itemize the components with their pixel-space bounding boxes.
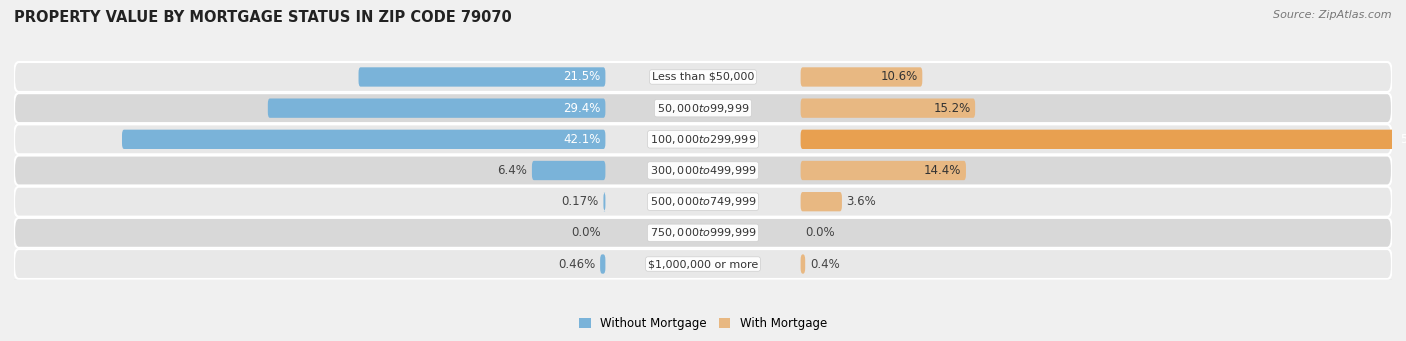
FancyBboxPatch shape — [14, 155, 1392, 186]
Text: 29.4%: 29.4% — [564, 102, 600, 115]
Text: 21.5%: 21.5% — [564, 71, 600, 84]
Text: 0.46%: 0.46% — [558, 257, 596, 270]
Text: 14.4%: 14.4% — [924, 164, 962, 177]
FancyBboxPatch shape — [267, 99, 606, 118]
Text: 42.1%: 42.1% — [564, 133, 600, 146]
FancyBboxPatch shape — [800, 254, 806, 274]
Legend: Without Mortgage, With Mortgage: Without Mortgage, With Mortgage — [574, 312, 832, 335]
Text: Less than $50,000: Less than $50,000 — [652, 72, 754, 82]
FancyBboxPatch shape — [14, 124, 1392, 154]
FancyBboxPatch shape — [800, 161, 966, 180]
FancyBboxPatch shape — [14, 218, 1392, 248]
Text: $500,000 to $749,999: $500,000 to $749,999 — [650, 195, 756, 208]
Text: 3.6%: 3.6% — [846, 195, 876, 208]
Text: 15.2%: 15.2% — [934, 102, 970, 115]
Text: $100,000 to $299,999: $100,000 to $299,999 — [650, 133, 756, 146]
Text: $50,000 to $99,999: $50,000 to $99,999 — [657, 102, 749, 115]
Text: 0.4%: 0.4% — [810, 257, 839, 270]
FancyBboxPatch shape — [122, 130, 606, 149]
FancyBboxPatch shape — [800, 99, 976, 118]
Text: 10.6%: 10.6% — [880, 71, 918, 84]
FancyBboxPatch shape — [600, 254, 606, 274]
FancyBboxPatch shape — [800, 67, 922, 87]
FancyBboxPatch shape — [359, 67, 606, 87]
Text: 0.17%: 0.17% — [561, 195, 599, 208]
Text: 0.0%: 0.0% — [571, 226, 600, 239]
FancyBboxPatch shape — [14, 93, 1392, 123]
FancyBboxPatch shape — [603, 192, 606, 211]
Text: 55.8%: 55.8% — [1400, 133, 1406, 146]
FancyBboxPatch shape — [800, 130, 1406, 149]
Text: $300,000 to $499,999: $300,000 to $499,999 — [650, 164, 756, 177]
Text: 0.0%: 0.0% — [806, 226, 835, 239]
FancyBboxPatch shape — [14, 187, 1392, 217]
FancyBboxPatch shape — [14, 62, 1392, 92]
Text: Source: ZipAtlas.com: Source: ZipAtlas.com — [1274, 10, 1392, 20]
FancyBboxPatch shape — [14, 249, 1392, 279]
Text: PROPERTY VALUE BY MORTGAGE STATUS IN ZIP CODE 79070: PROPERTY VALUE BY MORTGAGE STATUS IN ZIP… — [14, 10, 512, 25]
Text: $750,000 to $999,999: $750,000 to $999,999 — [650, 226, 756, 239]
FancyBboxPatch shape — [531, 161, 606, 180]
Text: 6.4%: 6.4% — [498, 164, 527, 177]
FancyBboxPatch shape — [800, 192, 842, 211]
Text: $1,000,000 or more: $1,000,000 or more — [648, 259, 758, 269]
